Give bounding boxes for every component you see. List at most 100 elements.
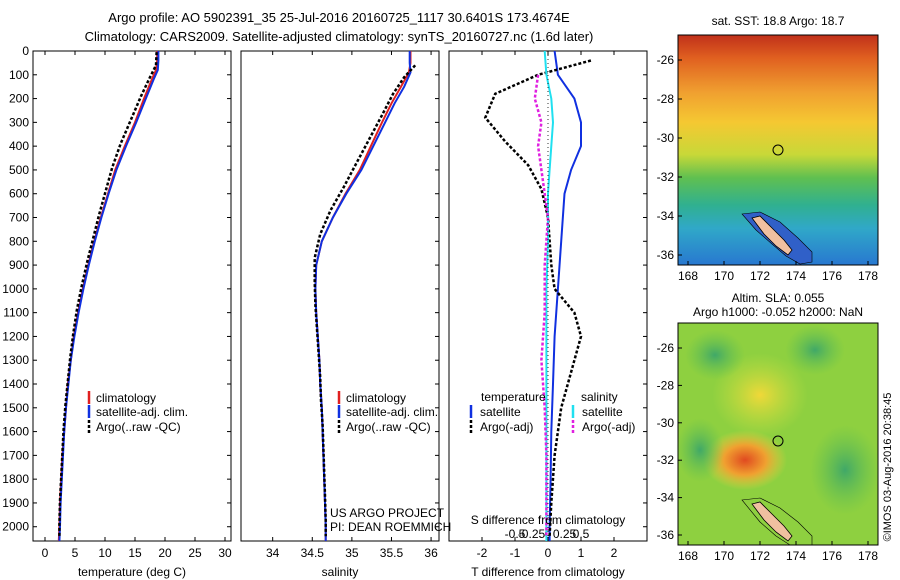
sla-low-anomaly-3 [810, 425, 880, 515]
x-tick-label: 34 [266, 546, 280, 560]
legend-header-temperature: temperature [481, 390, 546, 404]
x-tick-label: 5 [72, 546, 79, 560]
x-tick-label: 0 [545, 546, 552, 560]
sla-map-title-1: Altim. SLA: 0.055 [732, 291, 825, 305]
x-tick-label-salinity: 0 [545, 527, 552, 541]
y-tick-label: 1900 [2, 496, 29, 510]
argo-location-marker [772, 435, 784, 447]
sla-low-anomaly-4 [676, 418, 724, 482]
x-tick-label: 10 [98, 546, 112, 560]
y-tick-label: 1100 [3, 306, 29, 320]
map-y-tick-label: -34 [657, 209, 675, 223]
x-tick-label: -1 [510, 546, 521, 560]
map-x-tick-label: 174 [786, 549, 806, 563]
map-y-tick-label: -36 [657, 528, 675, 542]
argo-location-marker [772, 144, 784, 156]
y-tick-label: 1300 [2, 353, 29, 367]
y-tick-label: 1800 [2, 472, 29, 486]
x-tick-label: 15 [128, 546, 142, 560]
x-tick-label: 20 [158, 546, 172, 560]
x-tick-label-salinity: -0.5 [505, 527, 526, 541]
y-tick-label: 1500 [2, 401, 29, 415]
x-tick-label-salinity: 0.25 [553, 527, 577, 541]
y-tick-label: 900 [9, 258, 29, 272]
sla-low-anomaly-1 [685, 330, 745, 380]
map-x-tick-label: 176 [822, 549, 842, 563]
x-tick-label: 2 [611, 546, 618, 560]
difference-legend: temperature salinity satellite Argo(-adj… [469, 390, 635, 434]
x-tick-label: 36 [424, 546, 438, 560]
x-tick-label: 0 [42, 546, 49, 560]
x-tick-label-salinity: 0.5 [573, 527, 590, 541]
y-tick-label: 200 [9, 92, 29, 106]
y-tick-label: 0 [22, 44, 29, 58]
temperature-xlabel: temperature (deg C) [78, 565, 186, 579]
y-tick-label: 1400 [2, 377, 29, 391]
annotation-project: US ARGO PROJECT [330, 506, 445, 520]
legend-label-climatology: climatology [346, 391, 406, 405]
x-tick-label: 34.5 [301, 546, 325, 560]
series-line-argo-raw-qc- [313, 64, 417, 537]
legend-label-climatology: climatology [96, 391, 156, 405]
x-tick-label: 35 [345, 546, 359, 560]
sst-map-title: sat. SST: 18.8 Argo: 18.7 [712, 14, 845, 28]
legend-label-argo: Argo(..raw -QC) [346, 420, 431, 434]
map-y-tick-label: -30 [657, 131, 675, 145]
legend-label-satellite: satellite-adj. clim. [96, 405, 188, 419]
legend-label-satellite: satellite-adj. clim. [346, 405, 438, 419]
y-tick-label: 500 [9, 163, 29, 177]
series-line-argo-adj- [533, 74, 550, 537]
y-tick-label: 1200 [2, 329, 29, 343]
map-x-tick-label: 172 [750, 549, 770, 563]
map-x-tick-label: 178 [858, 269, 878, 283]
y-tick-label: 300 [9, 115, 29, 129]
legend-label-argo: Argo(..raw -QC) [96, 420, 181, 434]
y-tick-label: 1600 [2, 425, 29, 439]
series-line-argo-adj- [483, 59, 592, 537]
sla-high-anomaly [703, 430, 787, 490]
axis-ticks: 0 5 10 15 20 25 300100200300400500600700800900… [2, 44, 647, 560]
map-y-tick-label: -34 [657, 491, 675, 505]
map-y-tick-label: -26 [657, 53, 675, 67]
y-tick-label: 700 [9, 211, 29, 225]
x-tick-label: 25 [188, 546, 202, 560]
series-line-argo-raw-qc- [58, 52, 158, 537]
sla-mid-anomaly [712, 353, 808, 437]
map-x-tick-label: 178 [858, 549, 878, 563]
map-y-tick-label: -32 [657, 453, 675, 467]
x-tick-label: 1 [578, 546, 585, 560]
coast-contour [741, 497, 813, 546]
land-mass [751, 215, 793, 256]
y-tick-label: 400 [9, 139, 29, 153]
map-x-tick-label: 168 [678, 549, 698, 563]
map-y-tick-label: -28 [657, 378, 675, 392]
map-x-tick-label: 170 [714, 549, 734, 563]
legend-label-s-argo: Argo(-adj) [582, 420, 635, 434]
map-x-tick-label: 170 [714, 269, 734, 283]
header-line1: Argo profile: AO 5902391_35 25-Jul-2016 … [108, 10, 570, 25]
salinity-series [313, 51, 417, 541]
annotation-pi: PI: DEAN ROEMMICH [330, 520, 451, 534]
sst-map: sat. SST: 18.8 Argo: 18.7 -26 -28 -30 -32 -3… [657, 14, 879, 283]
sla-map-title-2: Argo h1000: -0.052 h2000: NaN [693, 305, 863, 319]
map-y-tick-label: -28 [657, 92, 675, 106]
legend-label-t-argo: Argo(-adj) [480, 420, 533, 434]
y-tick-label: 600 [9, 187, 29, 201]
map-x-tick-label: 168 [678, 269, 698, 283]
legend-label-t-satellite: satellite [480, 405, 521, 419]
y-tick-label: 1000 [2, 282, 29, 296]
salinity-xlabel: salinity [322, 565, 359, 579]
y-tick-label: 1700 [2, 448, 29, 462]
y-tick-label: 800 [9, 234, 29, 248]
map-y-tick-label: -32 [657, 170, 675, 184]
series-line-satellite [548, 51, 582, 541]
y-tick-label: 100 [9, 68, 29, 82]
legend-label-s-satellite: satellite [582, 405, 623, 419]
land-mass [751, 501, 793, 542]
map-x-tick-label: 174 [786, 269, 806, 283]
difference-series [483, 51, 592, 541]
x-tick-label: -2 [477, 546, 488, 560]
y-tick-label: 2000 [2, 520, 29, 534]
imos-credit: ©IMOS 03-Aug-2016 20:38:45 [882, 393, 894, 542]
